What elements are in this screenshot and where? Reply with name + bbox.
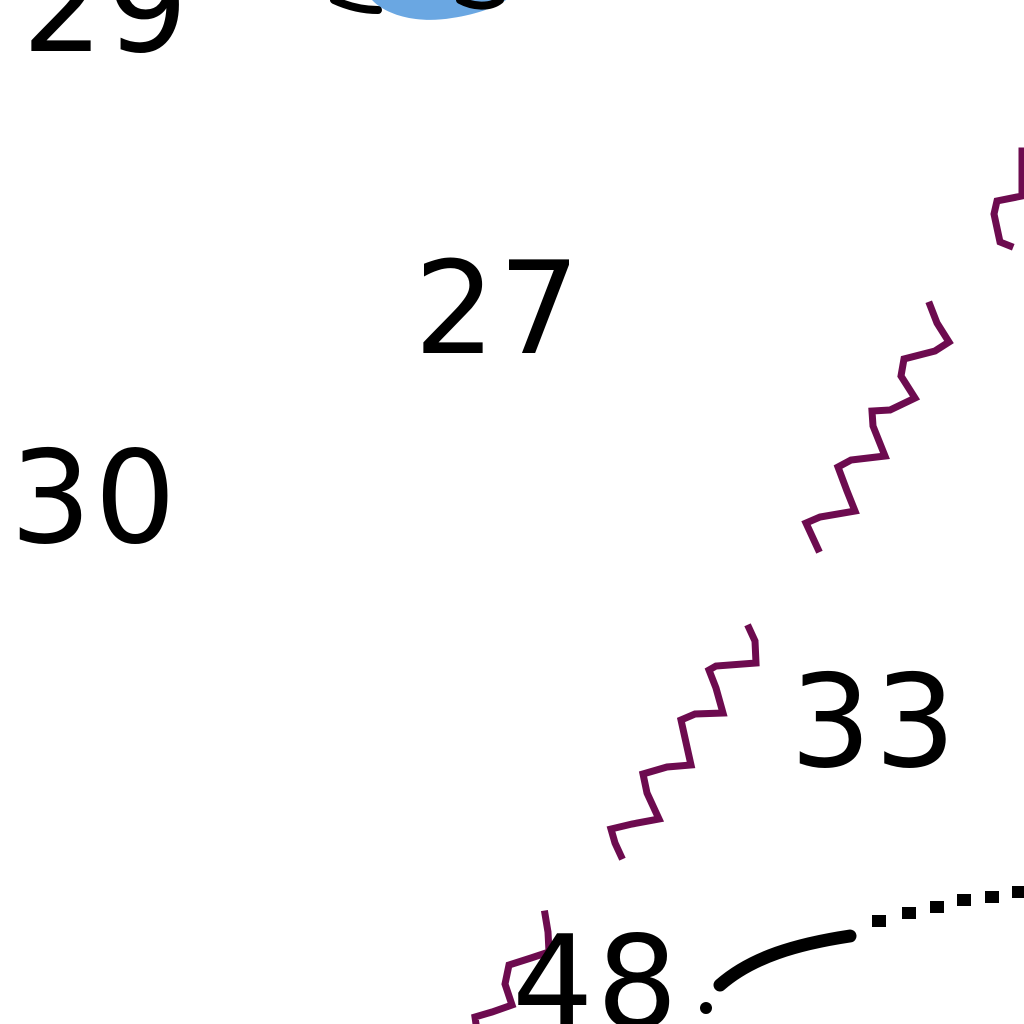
map-label-30: 30 [10,424,179,573]
blue-feature-edge [330,0,504,14]
wavy-line-center [606,623,760,861]
wavy-line-bottom [471,909,553,1024]
boundary-dot [957,894,971,906]
boundary-dot [930,901,944,913]
map-label-48: 48 [512,909,681,1024]
wavy-line-right-middle [801,300,954,554]
map-label-27: 27 [414,235,583,384]
boundary-dot [700,1002,712,1014]
boundary-dot [985,891,999,903]
solid-boundary [713,929,857,992]
boundary-dot [1012,886,1024,898]
boundary-dot [872,915,886,927]
boundary-dot [902,907,916,919]
map-label-29: 29 [22,0,191,82]
wavy-line-right-upper [990,147,1024,251]
map-label-33: 33 [790,648,959,797]
